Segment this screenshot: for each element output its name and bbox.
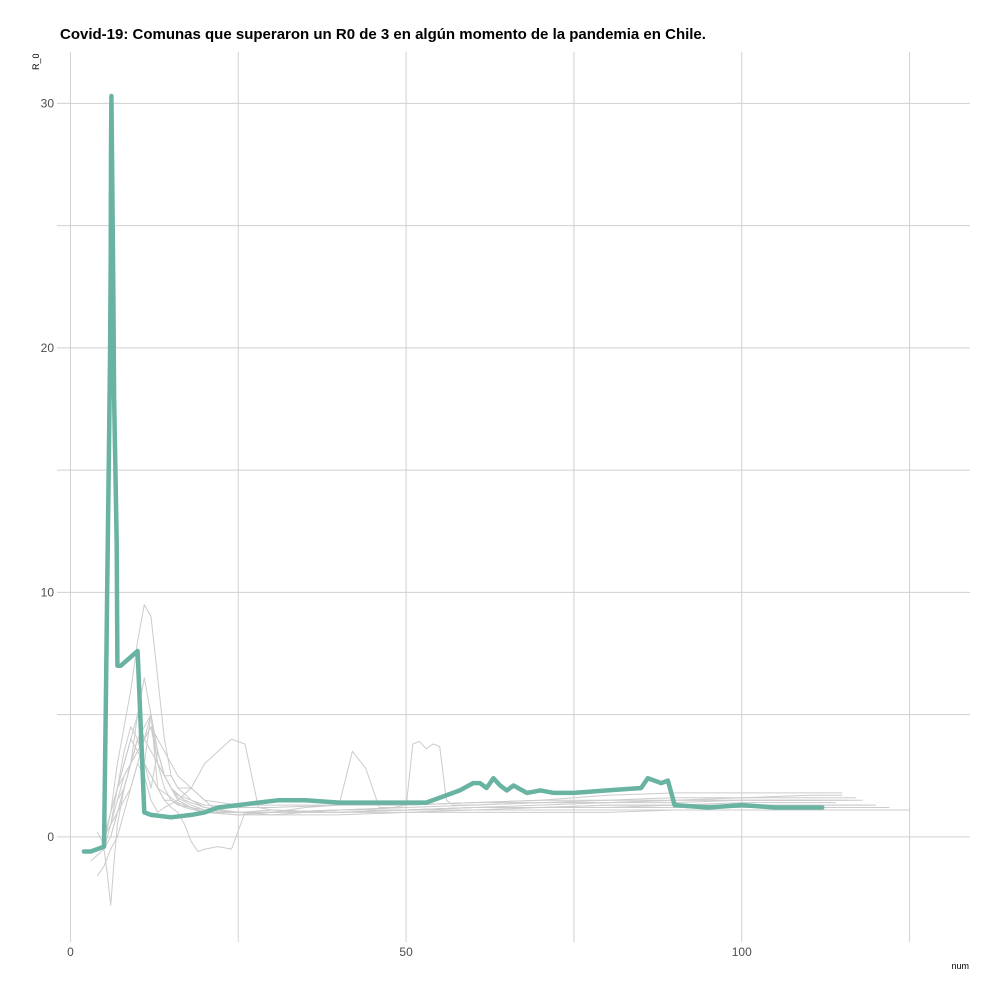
y-axis-title: R_0	[31, 53, 41, 70]
y-tick-label: 0	[47, 830, 54, 844]
y-tick-label: 30	[41, 96, 55, 110]
highlight-series-group	[81, 93, 825, 854]
y-tick-label: 20	[41, 341, 55, 355]
background-series-line	[103, 714, 910, 838]
x-axis-title: num	[951, 961, 969, 971]
background-series-group	[90, 604, 910, 906]
x-tick-label: 50	[399, 945, 413, 959]
chart-title: Covid-19: Comunas que superaron un R0 de…	[60, 26, 706, 43]
highlight-series-line	[81, 93, 825, 854]
background-series-line	[116, 726, 850, 808]
tick-labels: 0 10 20 30 0 50 100	[41, 96, 752, 959]
y-tick-label: 10	[41, 585, 55, 599]
x-tick-label: 100	[732, 945, 752, 959]
background-series-line	[103, 714, 823, 838]
background-series-line	[110, 738, 829, 816]
background-series-line	[96, 763, 876, 877]
background-series-line	[116, 677, 870, 813]
background-series-line	[90, 726, 843, 862]
x-tick-label: 0	[67, 945, 74, 959]
background-series-line	[103, 738, 836, 906]
